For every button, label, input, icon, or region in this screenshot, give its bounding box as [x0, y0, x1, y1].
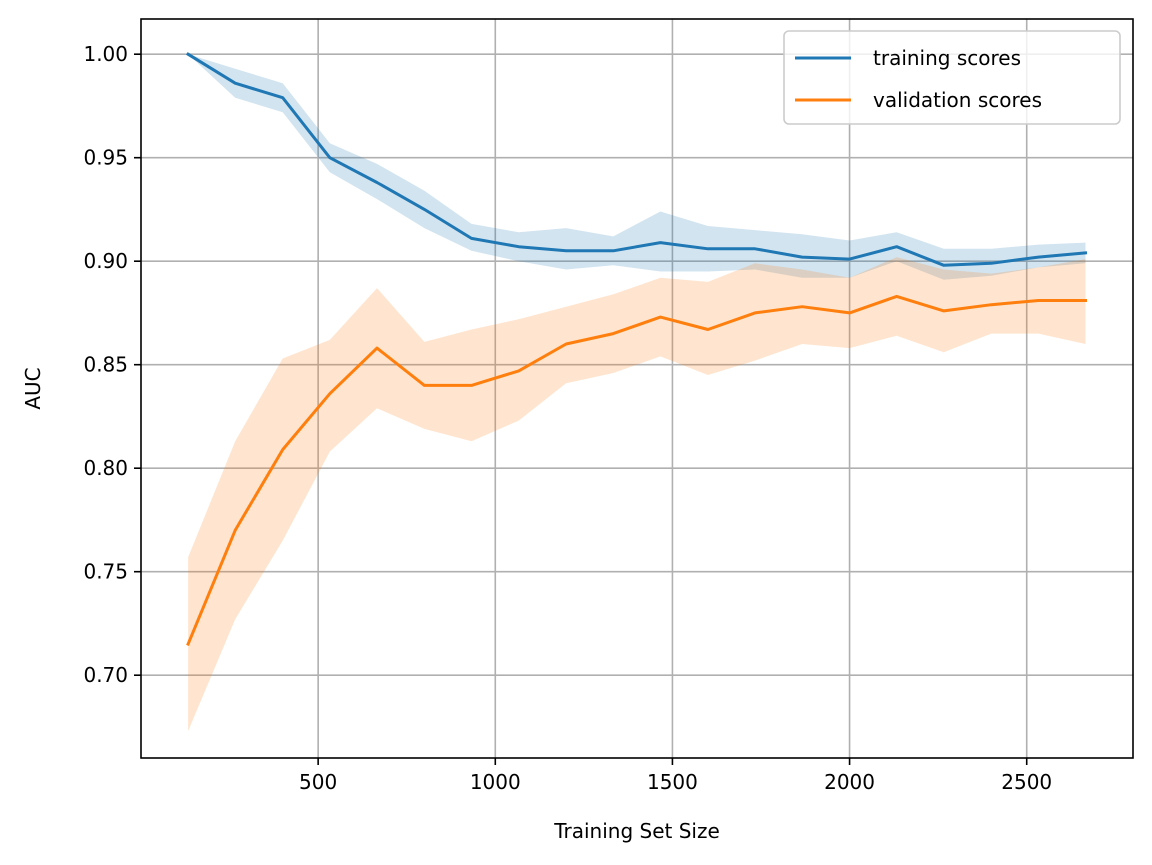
series-lines: [186, 52, 1088, 647]
x-axis-ticks: 500 1000 1500 2000 2500: [299, 758, 1052, 794]
x-tick-label: 2500: [1001, 770, 1052, 794]
y-tick-label: 1.00: [83, 42, 128, 66]
x-tick-label: 1500: [647, 770, 698, 794]
x-tick-label: 1000: [470, 770, 521, 794]
legend-label-0: training scores: [873, 46, 1021, 70]
grid: [141, 19, 1133, 758]
plot-area-frame: [140, 18, 1134, 759]
legend-box: [783, 30, 1121, 125]
y-axis-ticks: 0.70 0.75 0.80 0.85 0.90 0.95 1.00: [83, 42, 141, 687]
legend-label-1: validation scores: [873, 88, 1042, 112]
x-tick-label: 2000: [824, 770, 875, 794]
y-tick-label: 0.70: [83, 663, 128, 687]
y-tick-label: 0.85: [83, 353, 128, 377]
series-0-line: [186, 52, 1088, 267]
legend: training scores validation scores: [783, 30, 1121, 125]
y-tick-label: 0.80: [83, 456, 128, 480]
x-axis-title: Training Set Size: [553, 819, 720, 843]
series-1-line: [186, 294, 1087, 647]
y-tick-label: 0.95: [83, 146, 128, 170]
y-tick-label: 0.90: [83, 249, 128, 273]
series-0-band: [188, 54, 1086, 280]
x-tick-label: 500: [299, 770, 337, 794]
y-axis-title: AUC: [21, 367, 45, 409]
y-tick-label: 0.75: [83, 560, 128, 584]
